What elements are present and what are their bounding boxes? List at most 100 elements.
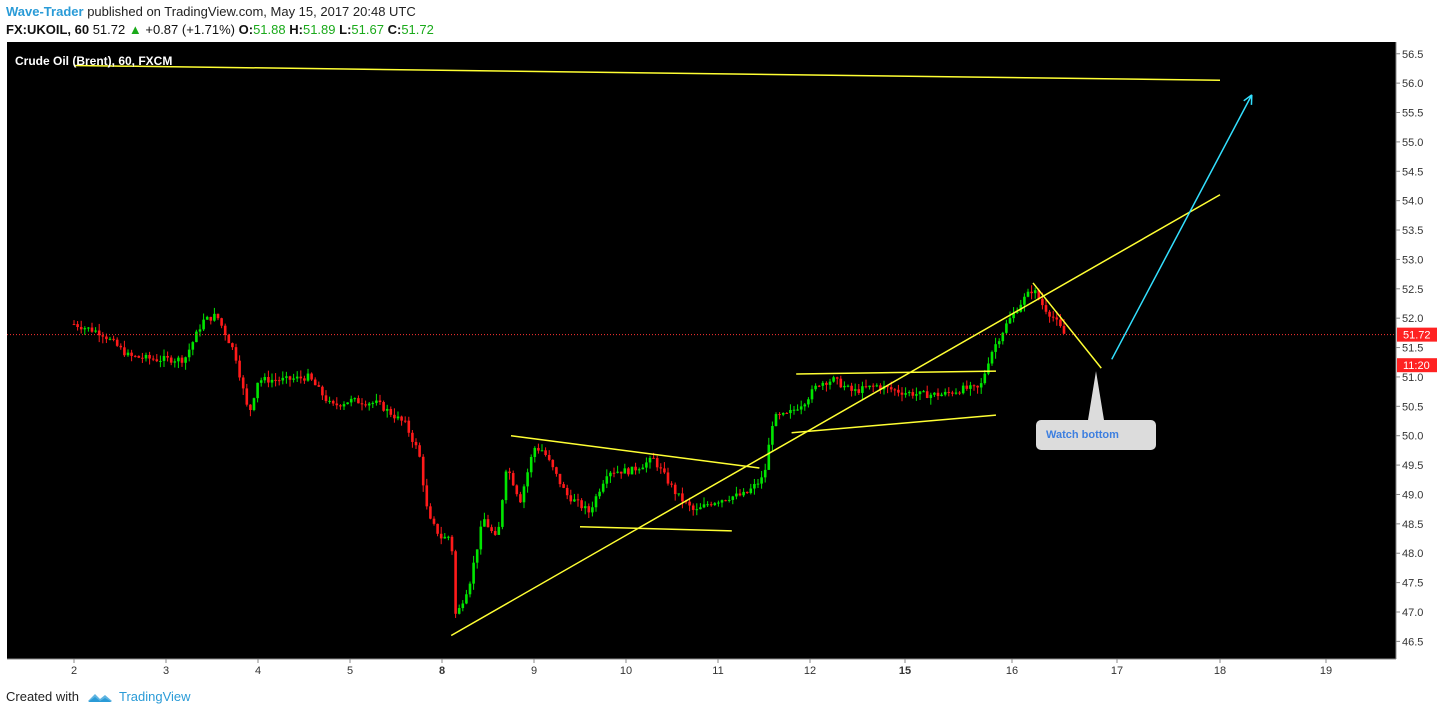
trendline bbox=[579, 526, 732, 532]
candle-down bbox=[432, 518, 436, 524]
candle-up bbox=[396, 416, 400, 419]
candle-up bbox=[342, 404, 346, 407]
candle-down bbox=[166, 356, 169, 358]
candle-down bbox=[274, 379, 277, 381]
candle-down bbox=[670, 483, 673, 485]
candle-down bbox=[331, 400, 335, 404]
candle-down bbox=[688, 501, 691, 506]
candle-up bbox=[385, 408, 389, 411]
time-axis[interactable]: 2 3 4 5 8 9 10 11 12 15 16 17 18 19 bbox=[7, 658, 1396, 677]
candle-up bbox=[1001, 332, 1005, 342]
candle-up bbox=[990, 351, 994, 364]
candle-down bbox=[421, 456, 425, 486]
candle-down bbox=[238, 360, 241, 378]
candle-down bbox=[1030, 291, 1033, 294]
candle-up bbox=[479, 526, 483, 550]
candle-down bbox=[436, 523, 439, 534]
candle-down bbox=[724, 500, 727, 502]
candle-down bbox=[101, 335, 105, 337]
candle-down bbox=[612, 472, 616, 474]
candle-down bbox=[569, 495, 573, 502]
candle-down bbox=[947, 391, 951, 393]
chart-canvas[interactable]: Watch bottom Crude Oil (Brent), 60, FXCM… bbox=[0, 40, 1440, 680]
symbol-info-bar: FX:UKOIL, 60 51.72 ▲ +0.87 (+1.71%) O:51… bbox=[6, 22, 434, 38]
candle-down bbox=[133, 355, 137, 357]
price-axis[interactable]: 56.5 56.0 55.5 55.0 54.5 54.0 53.5 53.0 52.5 52.0… bbox=[1395, 42, 1437, 659]
candle-down bbox=[403, 420, 407, 422]
high-value: 51.89 bbox=[302, 22, 336, 37]
candle-up bbox=[846, 385, 850, 387]
candle-down bbox=[936, 392, 940, 397]
candle-down bbox=[72, 324, 76, 326]
low-label: L: bbox=[339, 22, 352, 37]
candle-up bbox=[735, 493, 738, 497]
candle-up bbox=[756, 483, 760, 485]
candle-up bbox=[526, 472, 529, 487]
candle-down bbox=[619, 471, 623, 474]
candle-up bbox=[504, 471, 508, 501]
candle-up bbox=[598, 491, 601, 497]
price-tick-label: 55.0 bbox=[1402, 137, 1423, 149]
price-tick-label: 51.5 bbox=[1402, 343, 1423, 355]
candle-down bbox=[1037, 290, 1041, 299]
tradingview-link[interactable]: TradingView bbox=[118, 689, 191, 704]
candle-up bbox=[904, 393, 907, 395]
candle-up bbox=[720, 500, 724, 503]
close-label: C: bbox=[387, 22, 402, 37]
price-tick-label: 49.0 bbox=[1402, 489, 1423, 501]
candle-up bbox=[162, 356, 166, 361]
candle-down bbox=[544, 450, 547, 456]
candle-up bbox=[475, 549, 479, 563]
candle-down bbox=[112, 338, 115, 340]
price-tick-label: 54.0 bbox=[1402, 196, 1423, 208]
candle-up bbox=[623, 468, 627, 474]
candle-down bbox=[864, 386, 868, 388]
price-tick-label: 47.5 bbox=[1402, 578, 1423, 590]
candle-up bbox=[349, 398, 353, 403]
candle-down bbox=[180, 357, 184, 363]
candle-down bbox=[299, 376, 303, 379]
candle-down bbox=[684, 501, 688, 503]
candle-down bbox=[155, 359, 159, 362]
candle-up bbox=[933, 392, 936, 395]
candle-down bbox=[634, 466, 637, 471]
candle-down bbox=[508, 471, 511, 474]
candle-down bbox=[288, 376, 292, 380]
candle-up bbox=[771, 426, 774, 445]
candle-up bbox=[573, 499, 576, 502]
time-tick-label: 2 bbox=[71, 665, 77, 677]
time-tick-label: 11 bbox=[712, 665, 723, 677]
candle-down bbox=[551, 459, 555, 468]
candle-up bbox=[306, 373, 310, 381]
candle-up bbox=[821, 382, 825, 386]
price-tick-label: 50.0 bbox=[1402, 431, 1423, 443]
candle-down bbox=[76, 324, 79, 328]
candle-up bbox=[868, 385, 871, 388]
candle-down bbox=[454, 551, 457, 614]
candle-up bbox=[205, 316, 209, 320]
candle-up bbox=[954, 392, 958, 394]
candle-up bbox=[997, 341, 1001, 345]
candle-up bbox=[929, 394, 933, 398]
time-tick-label: 18 bbox=[1214, 665, 1226, 677]
candle-up bbox=[637, 469, 641, 471]
plot-area[interactable] bbox=[7, 42, 1396, 659]
published-text: published on TradingView.com, May 15, 20… bbox=[87, 4, 416, 19]
candle-up bbox=[533, 447, 537, 457]
candle-down bbox=[558, 473, 562, 485]
candle-down bbox=[1041, 298, 1044, 306]
candle-down bbox=[857, 389, 861, 393]
candle-down bbox=[587, 506, 591, 513]
candle-down bbox=[310, 373, 313, 380]
candle-up bbox=[457, 608, 461, 614]
candle-down bbox=[745, 491, 749, 494]
candle-up bbox=[742, 491, 745, 496]
candle-down bbox=[655, 458, 659, 468]
time-to-close-tag: 11:20 bbox=[1403, 360, 1430, 372]
candle-up bbox=[202, 319, 205, 330]
candle-up bbox=[259, 380, 263, 383]
price-tick-label: 49.5 bbox=[1402, 460, 1423, 472]
candle-down bbox=[871, 385, 875, 387]
candle-up bbox=[472, 562, 475, 584]
author-link[interactable]: Wave-Trader bbox=[6, 4, 84, 19]
